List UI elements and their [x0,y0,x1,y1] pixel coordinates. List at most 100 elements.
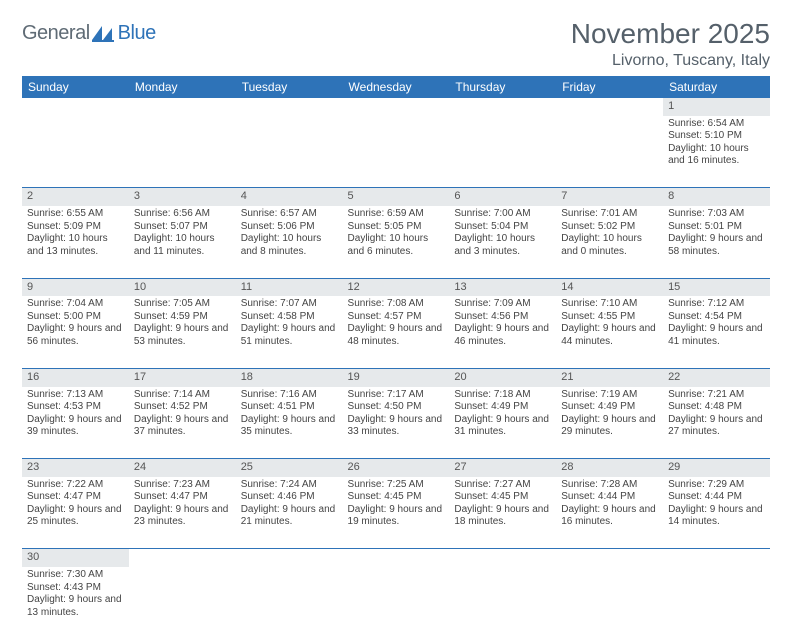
sunset-line: Sunset: 4:58 PM [241,311,338,324]
sunrise-line: Sunrise: 7:14 AM [134,389,231,402]
daylight-line: Daylight: 9 hours and 23 minutes. [134,504,231,529]
day-number: 28 [556,459,663,477]
sunrise-line: Sunrise: 7:21 AM [668,389,765,402]
sunrise-line: Sunrise: 7:00 AM [454,208,551,221]
sunrise-line: Sunrise: 7:07 AM [241,298,338,311]
day-number: 17 [129,368,236,386]
day-number: 21 [556,368,663,386]
day-header-row: SundayMondayTuesdayWednesdayThursdayFrid… [22,76,770,98]
day-number: 15 [663,278,770,296]
day-cell: Sunrise: 7:00 AMSunset: 5:04 PMDaylight:… [449,206,556,278]
sunset-line: Sunset: 5:05 PM [348,221,445,234]
day-header: Tuesday [236,76,343,98]
daylight-line: Daylight: 10 hours and 8 minutes. [241,233,338,258]
sunset-line: Sunset: 4:52 PM [134,401,231,414]
day-cell: Sunrise: 7:08 AMSunset: 4:57 PMDaylight:… [343,296,450,368]
day-detail-row: Sunrise: 6:55 AMSunset: 5:09 PMDaylight:… [22,206,770,278]
day-number-row: 9101112131415 [22,278,770,296]
sunrise-line: Sunrise: 7:05 AM [134,298,231,311]
day-detail-row: Sunrise: 7:22 AMSunset: 4:47 PMDaylight:… [22,477,770,549]
day-number [129,549,236,567]
logo-sail-icon [92,26,114,42]
day-cell: Sunrise: 7:24 AMSunset: 4:46 PMDaylight:… [236,477,343,549]
sunrise-line: Sunrise: 7:09 AM [454,298,551,311]
day-number: 12 [343,278,450,296]
day-cell [343,116,450,188]
sunset-line: Sunset: 4:50 PM [348,401,445,414]
day-cell: Sunrise: 7:21 AMSunset: 4:48 PMDaylight:… [663,387,770,459]
day-cell: Sunrise: 6:59 AMSunset: 5:05 PMDaylight:… [343,206,450,278]
day-header: Saturday [663,76,770,98]
day-number: 2 [22,188,129,206]
sunset-line: Sunset: 4:44 PM [668,491,765,504]
day-cell: Sunrise: 7:03 AMSunset: 5:01 PMDaylight:… [663,206,770,278]
daylight-line: Daylight: 9 hours and 21 minutes. [241,504,338,529]
daylight-line: Daylight: 10 hours and 13 minutes. [27,233,124,258]
day-number: 24 [129,459,236,477]
day-detail-row: Sunrise: 7:30 AMSunset: 4:43 PMDaylight:… [22,567,770,623]
sunset-line: Sunset: 4:51 PM [241,401,338,414]
day-number: 19 [343,368,450,386]
daylight-line: Daylight: 9 hours and 41 minutes. [668,323,765,348]
day-cell: Sunrise: 7:27 AMSunset: 4:45 PMDaylight:… [449,477,556,549]
daylight-line: Daylight: 10 hours and 3 minutes. [454,233,551,258]
day-cell [449,116,556,188]
sunrise-line: Sunrise: 7:27 AM [454,479,551,492]
daylight-line: Daylight: 9 hours and 58 minutes. [668,233,765,258]
day-number: 9 [22,278,129,296]
sunrise-line: Sunrise: 7:04 AM [27,298,124,311]
sunset-line: Sunset: 4:47 PM [27,491,124,504]
daylight-line: Daylight: 9 hours and 56 minutes. [27,323,124,348]
day-number-row: 30 [22,549,770,567]
day-cell: Sunrise: 7:16 AMSunset: 4:51 PMDaylight:… [236,387,343,459]
sunrise-line: Sunrise: 7:08 AM [348,298,445,311]
day-cell: Sunrise: 7:19 AMSunset: 4:49 PMDaylight:… [556,387,663,459]
daylight-line: Daylight: 9 hours and 18 minutes. [454,504,551,529]
day-cell: Sunrise: 6:54 AMSunset: 5:10 PMDaylight:… [663,116,770,188]
sunrise-line: Sunrise: 6:57 AM [241,208,338,221]
sunset-line: Sunset: 4:55 PM [561,311,658,324]
sunset-line: Sunset: 5:07 PM [134,221,231,234]
day-cell: Sunrise: 7:10 AMSunset: 4:55 PMDaylight:… [556,296,663,368]
sunset-line: Sunset: 4:53 PM [27,401,124,414]
day-cell: Sunrise: 6:57 AMSunset: 5:06 PMDaylight:… [236,206,343,278]
sunrise-line: Sunrise: 6:55 AM [27,208,124,221]
day-cell [129,116,236,188]
day-cell: Sunrise: 6:56 AMSunset: 5:07 PMDaylight:… [129,206,236,278]
day-number [449,98,556,116]
day-number: 6 [449,188,556,206]
day-cell: Sunrise: 7:29 AMSunset: 4:44 PMDaylight:… [663,477,770,549]
daylight-line: Daylight: 9 hours and 27 minutes. [668,414,765,439]
sunset-line: Sunset: 4:54 PM [668,311,765,324]
day-number [663,549,770,567]
day-cell: Sunrise: 7:04 AMSunset: 5:00 PMDaylight:… [22,296,129,368]
day-number-row: 2345678 [22,188,770,206]
header: General Blue November 2025 Livorno, Tusc… [22,18,770,70]
day-cell: Sunrise: 7:14 AMSunset: 4:52 PMDaylight:… [129,387,236,459]
daylight-line: Daylight: 9 hours and 31 minutes. [454,414,551,439]
daylight-line: Daylight: 9 hours and 51 minutes. [241,323,338,348]
sunset-line: Sunset: 4:56 PM [454,311,551,324]
day-cell: Sunrise: 7:07 AMSunset: 4:58 PMDaylight:… [236,296,343,368]
sunrise-line: Sunrise: 7:12 AM [668,298,765,311]
daylight-line: Daylight: 10 hours and 0 minutes. [561,233,658,258]
day-cell [236,567,343,623]
location-subtitle: Livorno, Tuscany, Italy [571,52,770,70]
sunset-line: Sunset: 4:43 PM [27,582,124,595]
daylight-line: Daylight: 9 hours and 37 minutes. [134,414,231,439]
day-number [236,549,343,567]
logo-text-general: General [22,22,90,45]
daylight-line: Daylight: 10 hours and 6 minutes. [348,233,445,258]
sunset-line: Sunset: 4:49 PM [454,401,551,414]
sunrise-line: Sunrise: 7:17 AM [348,389,445,402]
daylight-line: Daylight: 9 hours and 25 minutes. [27,504,124,529]
day-number: 7 [556,188,663,206]
day-cell: Sunrise: 7:23 AMSunset: 4:47 PMDaylight:… [129,477,236,549]
daylight-line: Daylight: 9 hours and 44 minutes. [561,323,658,348]
day-number: 10 [129,278,236,296]
day-number: 25 [236,459,343,477]
day-header: Monday [129,76,236,98]
day-number [343,98,450,116]
day-number: 22 [663,368,770,386]
daylight-line: Daylight: 9 hours and 46 minutes. [454,323,551,348]
